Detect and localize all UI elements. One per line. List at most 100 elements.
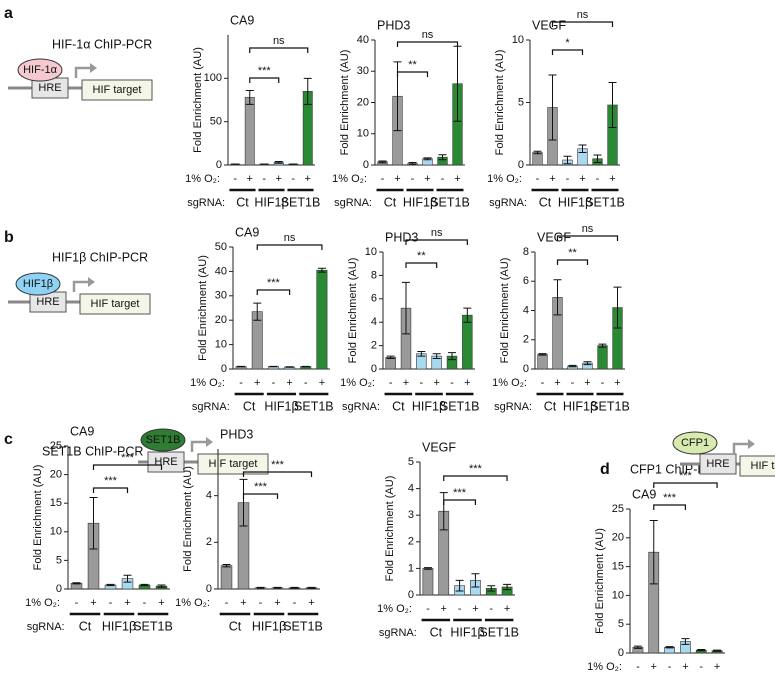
x-tick-label: - bbox=[262, 173, 266, 185]
x-tick-label: - bbox=[489, 603, 493, 615]
x-tick-label: - bbox=[225, 597, 229, 609]
x-tick-label: - bbox=[450, 377, 454, 389]
x-tick-label: + bbox=[441, 603, 447, 615]
y-tick-label: 10 bbox=[50, 526, 62, 538]
tss-arrow bbox=[72, 280, 88, 292]
x-tick-label: + bbox=[609, 173, 615, 185]
error-bar bbox=[307, 586, 316, 589]
chart-title: VEGF bbox=[422, 440, 456, 454]
x-tick-label: - bbox=[536, 173, 540, 185]
x-tick-label: - bbox=[458, 603, 462, 615]
sgrna-label: sgRNA: bbox=[379, 627, 417, 639]
sgrna-label: sgRNA: bbox=[334, 197, 372, 209]
o2-label: 1% O₂: bbox=[377, 603, 412, 615]
error-bar bbox=[423, 567, 432, 570]
error-bar bbox=[583, 361, 592, 366]
x-tick-label: - bbox=[668, 661, 672, 673]
x-tick-label: - bbox=[75, 597, 79, 609]
error-bar bbox=[256, 586, 265, 589]
x-tick-label: + bbox=[286, 377, 292, 389]
sig-label: *** bbox=[453, 487, 467, 499]
x-tick-label: + bbox=[714, 661, 720, 673]
o2-label: 1% O₂: bbox=[25, 597, 60, 609]
error-bar bbox=[503, 583, 512, 591]
target-label: HIF target bbox=[751, 460, 775, 472]
group-label: SET1B bbox=[585, 195, 625, 209]
y-tick-label: 5 bbox=[518, 96, 524, 108]
sig-label: ** bbox=[417, 250, 426, 262]
chart-title: VEGF bbox=[532, 18, 566, 32]
group-label: Ct bbox=[544, 399, 557, 413]
hre-box bbox=[699, 453, 737, 475]
x-tick-label: - bbox=[233, 173, 237, 185]
y-axis-label: Fold Enrichment (AU) bbox=[32, 465, 44, 571]
y-tick-label: 100 bbox=[204, 72, 222, 84]
tss-arrow bbox=[74, 66, 90, 78]
error-bar bbox=[423, 157, 432, 161]
y-tick-label: 40 bbox=[215, 265, 227, 277]
bar bbox=[244, 97, 255, 166]
y-tick-label: 2 bbox=[523, 334, 529, 346]
x-tick-label: - bbox=[389, 377, 393, 389]
sig-label: ns bbox=[577, 9, 589, 21]
x-tick-label: - bbox=[419, 377, 423, 389]
sig-label: ns bbox=[273, 35, 285, 47]
sig-bracket bbox=[556, 235, 619, 241]
x-tick-label: + bbox=[464, 377, 470, 389]
error-bar bbox=[533, 150, 542, 155]
error-bar bbox=[439, 492, 448, 531]
arrow-head bbox=[90, 63, 97, 73]
sgrna-label: sgRNA: bbox=[342, 401, 380, 413]
target-label: HIF target bbox=[93, 84, 142, 96]
x-tick-label: + bbox=[274, 597, 280, 609]
group-label: HIF1β bbox=[558, 195, 592, 209]
y-tick-label: 4 bbox=[206, 490, 212, 502]
o2-label: 1% O₂: bbox=[587, 661, 622, 673]
sig-label: ns bbox=[582, 223, 594, 235]
group-label: SET1B bbox=[479, 625, 519, 639]
bar bbox=[385, 356, 396, 370]
x-tick-label: + bbox=[579, 173, 585, 185]
error-bar bbox=[613, 286, 622, 329]
y-tick-label: 30 bbox=[215, 290, 227, 302]
y-tick-label: 8 bbox=[371, 269, 377, 281]
bar bbox=[597, 345, 608, 370]
schematic-title: SET1B ChIP-PCR bbox=[42, 444, 143, 458]
sig-bracket bbox=[92, 487, 129, 493]
error-bar bbox=[578, 144, 587, 153]
sig-bracket bbox=[396, 71, 429, 77]
sgrna-label: sgRNA: bbox=[27, 621, 65, 633]
y-tick-label: 40 bbox=[357, 34, 369, 46]
error-bar bbox=[402, 281, 410, 335]
group-label: HIF1β bbox=[264, 399, 298, 413]
sig-bracket bbox=[405, 262, 438, 268]
y-axis-label: Fold Enrichment (AU) bbox=[192, 47, 204, 153]
sig-label: *** bbox=[267, 277, 281, 289]
group-label: HIF1β bbox=[412, 399, 446, 413]
target-label: HIF target bbox=[209, 458, 258, 470]
sig-label: *** bbox=[104, 475, 118, 487]
sig-label: *** bbox=[469, 463, 483, 475]
group-label: Ct bbox=[392, 399, 405, 413]
sig-bracket bbox=[551, 21, 614, 27]
sig-bracket bbox=[249, 77, 280, 83]
sig-label: *** bbox=[271, 459, 285, 471]
x-tick-label: + bbox=[254, 377, 260, 389]
bar bbox=[537, 354, 548, 370]
chart-title: CA9 bbox=[70, 424, 94, 438]
y-tick-label: 0 bbox=[523, 363, 529, 375]
y-axis-label: Fold Enrichment (AU) bbox=[347, 258, 359, 364]
sig-label: ** bbox=[408, 59, 417, 71]
y-tick-label: 2 bbox=[206, 536, 212, 548]
arrow-head bbox=[88, 277, 95, 287]
group-label: HIF1β bbox=[450, 625, 484, 639]
x-tick-label: - bbox=[109, 597, 113, 609]
x-tick-label: + bbox=[308, 597, 314, 609]
group-label: Ct bbox=[229, 619, 242, 633]
target-box bbox=[81, 79, 153, 101]
group-label: SET1B bbox=[133, 619, 173, 633]
x-tick-label: - bbox=[441, 173, 445, 185]
x-tick-label: - bbox=[411, 173, 415, 185]
y-tick-label: 10 bbox=[357, 128, 369, 140]
